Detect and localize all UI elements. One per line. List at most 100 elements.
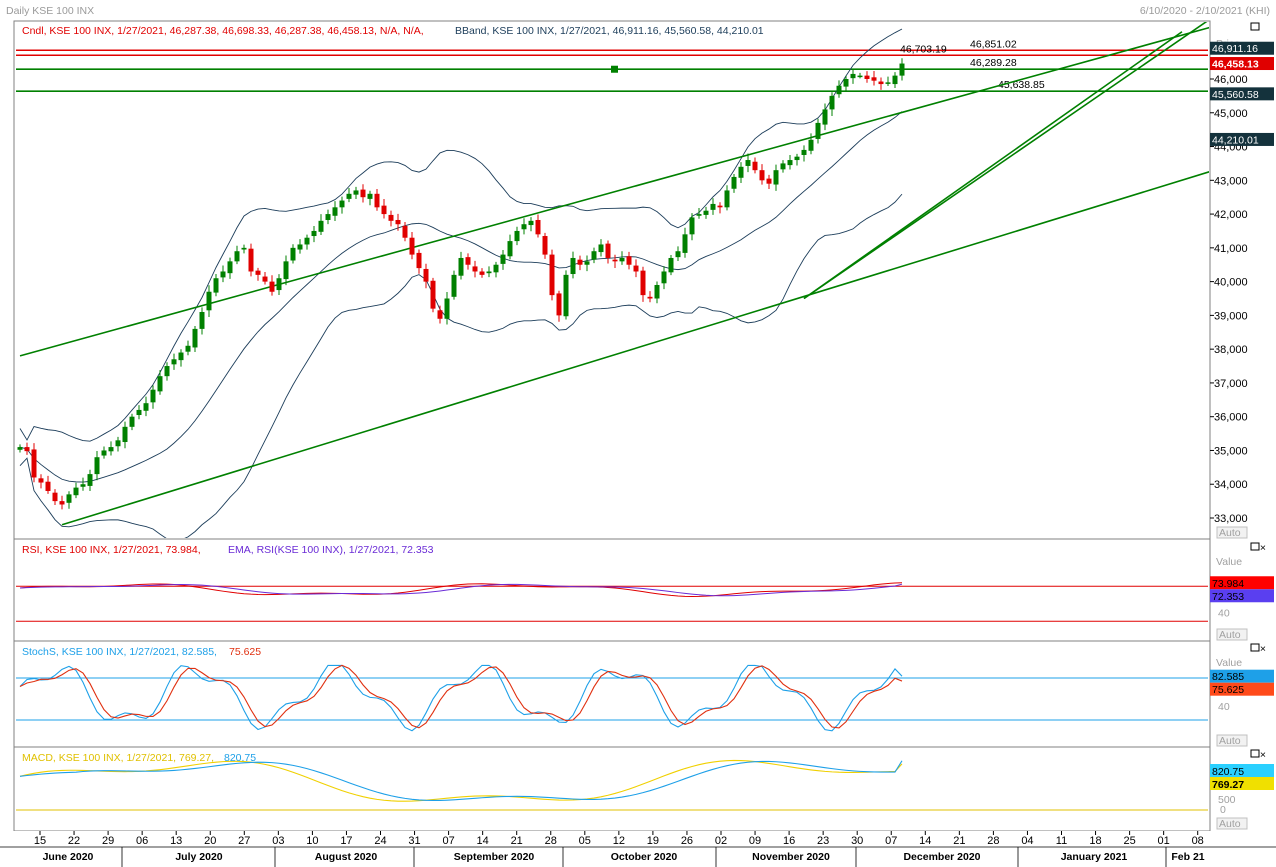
candle[interactable] bbox=[612, 259, 618, 262]
candle[interactable] bbox=[493, 264, 499, 273]
candle[interactable] bbox=[605, 243, 611, 258]
candle[interactable] bbox=[297, 244, 303, 250]
macd-close-icon[interactable]: × bbox=[1250, 749, 1266, 761]
candle[interactable] bbox=[661, 271, 667, 284]
candle[interactable] bbox=[101, 450, 107, 456]
candle[interactable] bbox=[304, 237, 310, 245]
candle[interactable] bbox=[556, 293, 562, 316]
candle[interactable] bbox=[570, 257, 576, 275]
candle[interactable] bbox=[836, 85, 842, 95]
candle[interactable] bbox=[241, 247, 247, 250]
candle[interactable] bbox=[367, 193, 373, 199]
candle[interactable] bbox=[269, 281, 275, 292]
candle[interactable] bbox=[458, 257, 464, 276]
trendline[interactable] bbox=[803, 31, 1183, 300]
candle[interactable] bbox=[66, 494, 72, 503]
candle[interactable] bbox=[122, 426, 128, 443]
candle[interactable] bbox=[486, 271, 492, 274]
candle[interactable] bbox=[654, 284, 660, 299]
candle[interactable] bbox=[549, 254, 555, 296]
candle[interactable] bbox=[479, 271, 485, 275]
candle[interactable] bbox=[773, 170, 779, 185]
rsi-close-icon[interactable]: × bbox=[1250, 542, 1266, 554]
candle[interactable] bbox=[864, 75, 870, 79]
candle[interactable] bbox=[178, 352, 184, 361]
candle[interactable] bbox=[52, 492, 58, 502]
candle[interactable] bbox=[451, 274, 457, 297]
candle[interactable] bbox=[675, 251, 681, 258]
price-auto-button[interactable]: Auto bbox=[1216, 526, 1248, 539]
candle[interactable] bbox=[577, 259, 583, 265]
candle[interactable] bbox=[815, 122, 821, 139]
candle[interactable] bbox=[31, 449, 37, 478]
candle[interactable] bbox=[724, 190, 730, 208]
candle[interactable] bbox=[899, 63, 905, 76]
stoch-auto-button[interactable]: Auto bbox=[1216, 734, 1248, 747]
rsi-auto-button[interactable]: Auto bbox=[1216, 628, 1248, 641]
candle[interactable] bbox=[402, 225, 408, 238]
candle[interactable] bbox=[689, 217, 695, 235]
candle[interactable] bbox=[430, 280, 436, 309]
candle[interactable] bbox=[115, 440, 121, 447]
candle[interactable] bbox=[822, 109, 828, 125]
candle[interactable] bbox=[157, 376, 163, 392]
candle[interactable] bbox=[234, 251, 240, 262]
candle[interactable] bbox=[24, 447, 30, 452]
level-anchor-handle[interactable] bbox=[611, 65, 618, 73]
candle[interactable] bbox=[521, 224, 527, 230]
trendline[interactable] bbox=[61, 165, 1231, 526]
candle[interactable] bbox=[528, 220, 534, 226]
candle[interactable] bbox=[563, 274, 569, 317]
candle[interactable] bbox=[80, 484, 86, 487]
candle[interactable] bbox=[507, 241, 513, 257]
candle[interactable] bbox=[591, 251, 597, 260]
candle[interactable] bbox=[759, 170, 765, 181]
candle[interactable] bbox=[843, 79, 849, 87]
candle[interactable] bbox=[542, 236, 548, 255]
candle[interactable] bbox=[444, 298, 450, 319]
candle[interactable] bbox=[255, 270, 261, 275]
candle[interactable] bbox=[150, 389, 156, 403]
candle[interactable] bbox=[668, 257, 674, 273]
candle[interactable] bbox=[780, 163, 786, 170]
candle[interactable] bbox=[206, 291, 212, 311]
candle[interactable] bbox=[353, 190, 359, 195]
candle[interactable] bbox=[437, 310, 443, 319]
price-panel[interactable] bbox=[13, 20, 1211, 540]
candle[interactable] bbox=[192, 328, 198, 348]
candle[interactable] bbox=[248, 248, 254, 272]
stoch-close-icon[interactable]: × bbox=[1250, 643, 1266, 655]
candle[interactable] bbox=[871, 77, 877, 81]
candle[interactable] bbox=[73, 487, 79, 496]
candle[interactable] bbox=[318, 220, 324, 232]
candle[interactable] bbox=[381, 205, 387, 215]
candle[interactable] bbox=[619, 257, 625, 262]
candle[interactable] bbox=[17, 447, 23, 450]
candle[interactable] bbox=[647, 296, 653, 299]
candle[interactable] bbox=[290, 247, 296, 261]
price-maximize-icon[interactable] bbox=[1250, 22, 1260, 31]
candle[interactable] bbox=[136, 409, 142, 416]
candle[interactable] bbox=[395, 219, 401, 225]
candle[interactable] bbox=[283, 261, 289, 280]
candle[interactable] bbox=[766, 178, 772, 184]
candle[interactable] bbox=[717, 205, 723, 208]
candle[interactable] bbox=[829, 95, 835, 110]
candle[interactable] bbox=[682, 234, 688, 253]
candle[interactable] bbox=[276, 278, 282, 291]
candle[interactable] bbox=[143, 403, 149, 411]
macd-auto-button[interactable]: Auto bbox=[1216, 817, 1248, 830]
candle[interactable] bbox=[346, 193, 352, 199]
candle[interactable] bbox=[801, 149, 807, 155]
candle[interactable] bbox=[738, 166, 744, 178]
candle[interactable] bbox=[227, 261, 233, 274]
candle[interactable] bbox=[388, 214, 394, 221]
candle[interactable] bbox=[185, 345, 191, 352]
candle[interactable] bbox=[360, 189, 366, 198]
candle[interactable] bbox=[745, 160, 751, 166]
candle[interactable] bbox=[332, 207, 338, 216]
candle[interactable] bbox=[710, 203, 716, 210]
candle[interactable] bbox=[752, 161, 758, 171]
candle[interactable] bbox=[885, 82, 891, 84]
candle[interactable] bbox=[703, 210, 709, 215]
